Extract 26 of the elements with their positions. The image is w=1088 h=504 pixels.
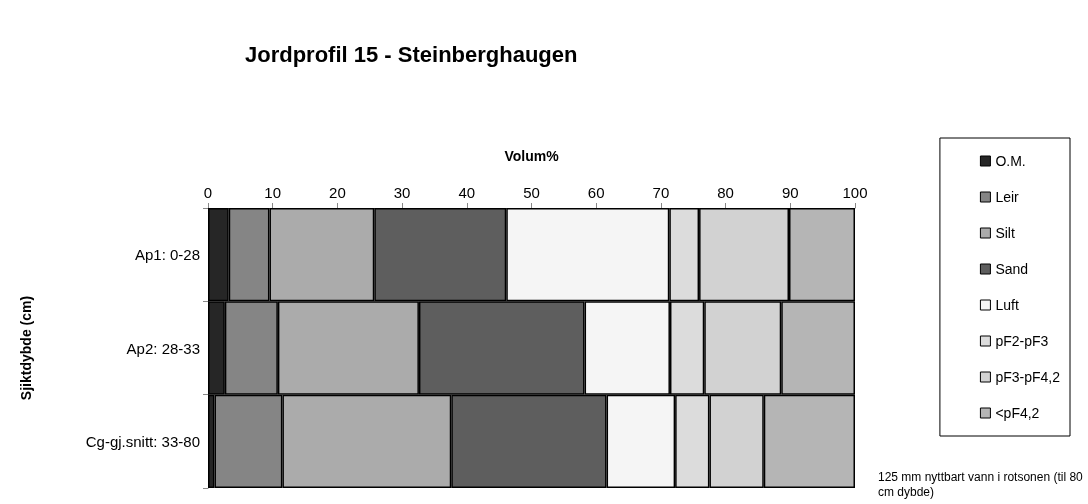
- x-tick-label: 80: [717, 184, 734, 201]
- x-tick-label: 90: [781, 184, 799, 201]
- x-tick-label: 20: [329, 184, 346, 201]
- legend-label: Silt: [995, 225, 1015, 241]
- x-tick-label: 50: [523, 184, 540, 201]
- y-axis-title: Sjiktdybde (cm): [18, 295, 34, 401]
- x-tick-label: 70: [652, 184, 670, 201]
- legend-label: O.M.: [995, 153, 1026, 169]
- y-tick-label: Cg-gj.snitt: 33-80: [85, 432, 200, 450]
- x-tick-label: 60: [587, 184, 605, 201]
- legend-label: <pF4,2: [995, 405, 1040, 421]
- legend-label: Luft: [995, 297, 1019, 313]
- y-tick-label: Ap2: 28-33: [126, 339, 200, 357]
- x-tick-label: 0: [203, 184, 213, 201]
- x-tick-label: 100: [842, 184, 868, 201]
- text: 125 mm nyttbart vann i rotsonen (til 80 cm dybde): [878, 470, 1084, 500]
- x-tick-label: 30: [393, 184, 411, 201]
- legend-label: pF3-pF4,2: [995, 369, 1061, 385]
- legend-label: Leir: [995, 189, 1020, 205]
- y-tick-label: Ap1: 0-28: [134, 246, 200, 264]
- x-tick-label: 10: [264, 184, 282, 201]
- legend-label: pF2-pF3: [995, 333, 1049, 349]
- legend-label: Sand: [995, 261, 1029, 277]
- x-tick-label: 40: [458, 184, 476, 201]
- x-axis-title: Volum%: [504, 148, 560, 164]
- chart-title: Jordprofil 15 - Steinberghaugen: [245, 41, 578, 67]
